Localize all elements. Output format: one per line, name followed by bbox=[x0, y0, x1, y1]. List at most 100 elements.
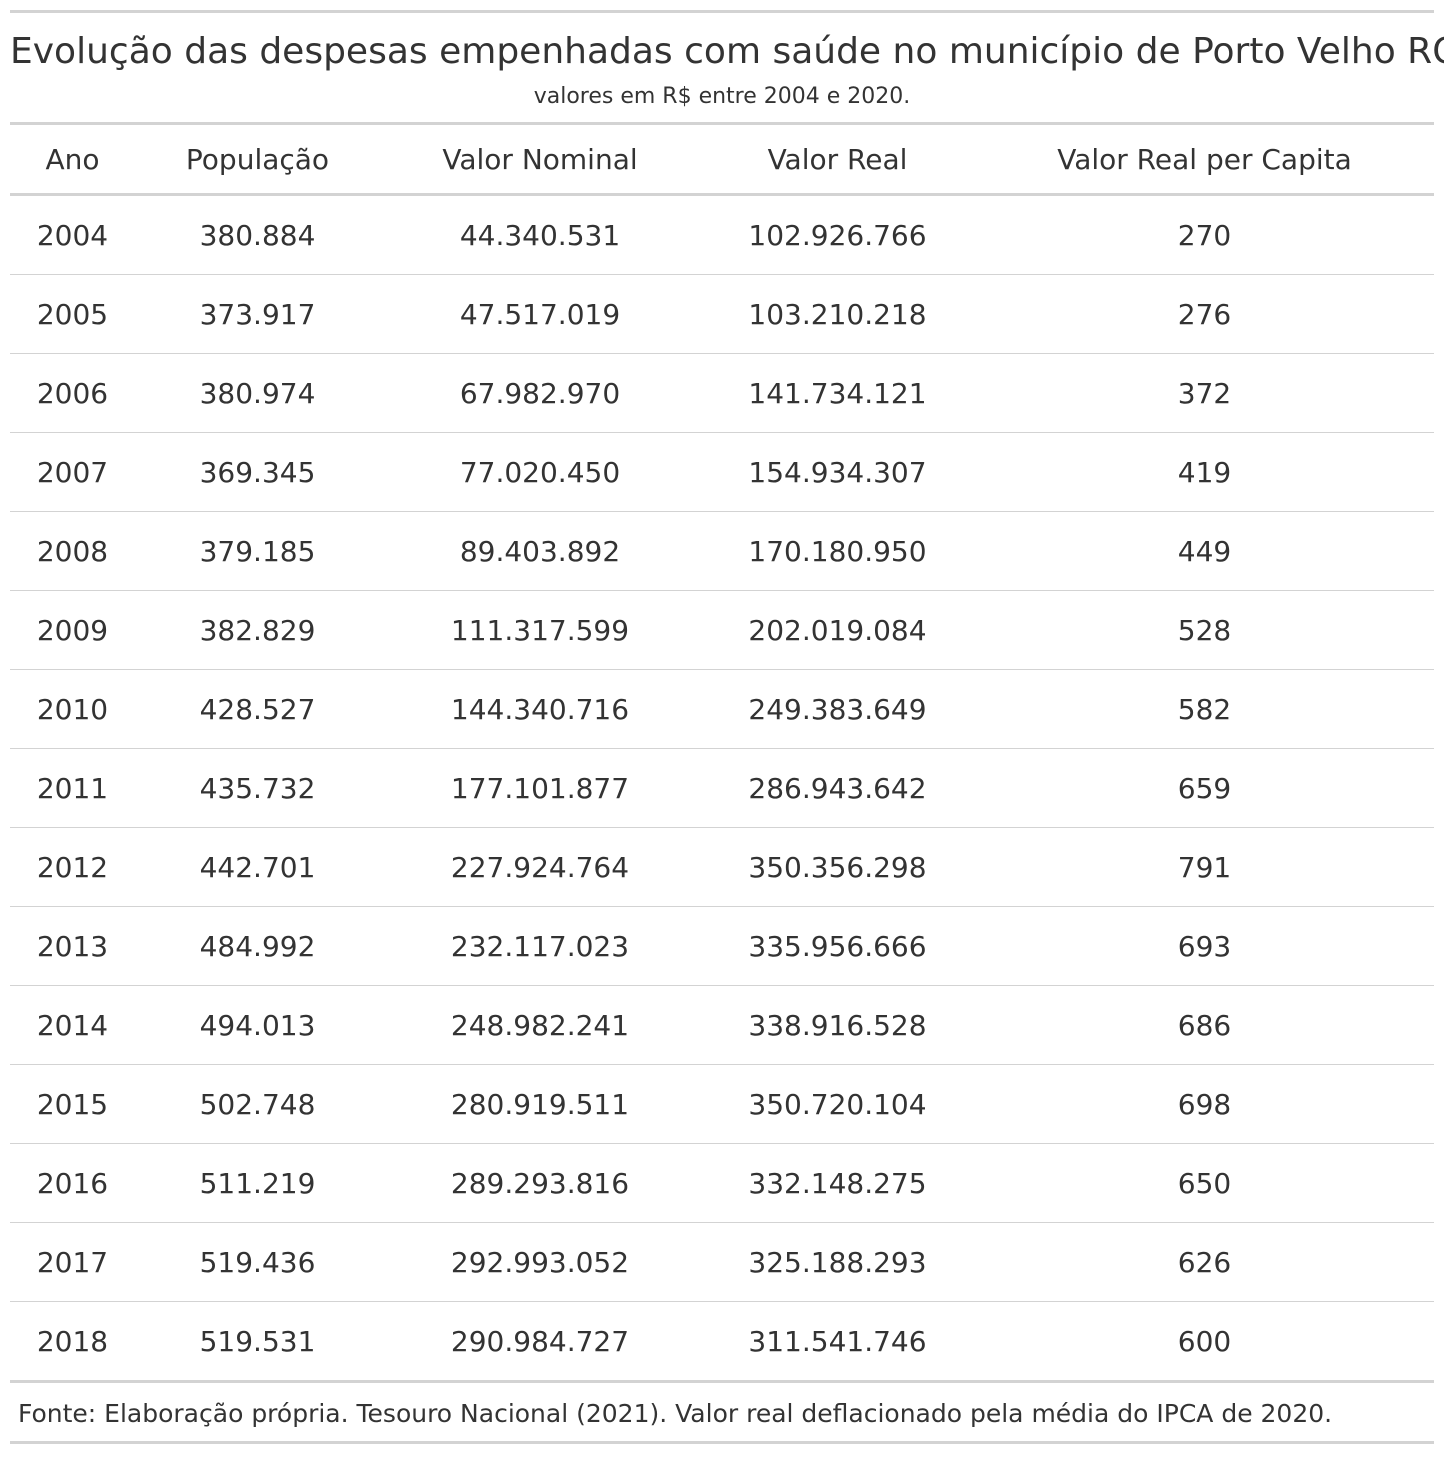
cell-valor-nominal: 292.993.052 bbox=[380, 1222, 700, 1302]
header-row: Ano População Valor Nominal Valor Real V… bbox=[10, 123, 1434, 195]
cell-populacao: 382.829 bbox=[135, 590, 380, 670]
column-header-ano: Ano bbox=[45, 142, 100, 176]
cell-valor-real-per-capita: 372 bbox=[975, 353, 1434, 433]
cell-populacao: 519.531 bbox=[135, 1301, 380, 1383]
cell-valor-nominal: 227.924.764 bbox=[380, 827, 700, 907]
cell-ano: 2009 bbox=[10, 590, 135, 670]
cell-ano: 2018 bbox=[10, 1301, 135, 1383]
cell-ano: 2013 bbox=[10, 906, 135, 986]
cell-valor-real-per-capita: 600 bbox=[975, 1301, 1434, 1383]
table-row: 2013 484.992 232.117.023 335.956.666 693 bbox=[10, 906, 1434, 986]
cell-valor-nominal: 144.340.716 bbox=[380, 669, 700, 749]
table-row: 2010 428.527 144.340.716 249.383.649 582 bbox=[10, 669, 1434, 749]
cell-ano: 2007 bbox=[10, 432, 135, 512]
cell-valor-real-per-capita: 270 bbox=[975, 194, 1434, 275]
cell-valor-nominal: 248.982.241 bbox=[380, 985, 700, 1065]
column-header-valor-real: Valor Real bbox=[767, 142, 908, 176]
cell-populacao: 519.436 bbox=[135, 1222, 380, 1302]
cell-valor-real: 202.019.084 bbox=[700, 590, 975, 670]
cell-valor-real-per-capita: 686 bbox=[975, 985, 1434, 1065]
cell-valor-nominal: 47.517.019 bbox=[380, 274, 700, 354]
cell-valor-nominal: 111.317.599 bbox=[380, 590, 700, 670]
cell-populacao: 379.185 bbox=[135, 511, 380, 591]
cell-valor-real-per-capita: 659 bbox=[975, 748, 1434, 828]
cell-populacao: 442.701 bbox=[135, 827, 380, 907]
cell-valor-nominal: 44.340.531 bbox=[380, 194, 700, 275]
cell-valor-real: 170.180.950 bbox=[700, 511, 975, 591]
cell-valor-nominal: 289.293.816 bbox=[380, 1143, 700, 1223]
cell-valor-real: 103.210.218 bbox=[700, 274, 975, 354]
cell-valor-real: 338.916.528 bbox=[700, 985, 975, 1065]
cell-valor-real: 332.148.275 bbox=[700, 1143, 975, 1223]
cell-populacao: 380.974 bbox=[135, 353, 380, 433]
cell-valor-nominal: 77.020.450 bbox=[380, 432, 700, 512]
table-frame: Evolução das despesas empenhadas com saú… bbox=[10, 10, 1444, 1444]
table-row: 2018 519.531 290.984.727 311.541.746 600 bbox=[10, 1301, 1434, 1383]
table-row: 2016 511.219 289.293.816 332.148.275 650 bbox=[10, 1143, 1434, 1223]
cell-populacao: 511.219 bbox=[135, 1143, 380, 1223]
cell-ano: 2004 bbox=[10, 194, 135, 275]
table-row: 2015 502.748 280.919.511 350.720.104 698 bbox=[10, 1064, 1434, 1144]
table-subtitle: valores em R$ entre 2004 e 2020. bbox=[533, 84, 911, 109]
table-row: 2011 435.732 177.101.877 286.943.642 659 bbox=[10, 748, 1434, 828]
table-row: 2004 380.884 44.340.531 102.926.766 270 bbox=[10, 194, 1434, 275]
table-body: 2004 380.884 44.340.531 102.926.766 270 2005 3… bbox=[10, 194, 1434, 1383]
cell-ano: 2006 bbox=[10, 353, 135, 433]
cell-populacao: 494.013 bbox=[135, 985, 380, 1065]
cell-valor-real: 286.943.642 bbox=[700, 748, 975, 828]
cell-valor-real: 350.356.298 bbox=[700, 827, 975, 907]
cell-ano: 2015 bbox=[10, 1064, 135, 1144]
cell-valor-nominal: 232.117.023 bbox=[380, 906, 700, 986]
column-header-populacao: População bbox=[185, 142, 330, 176]
column-header-valor-real-per-capita: Valor Real per Capita bbox=[1057, 142, 1352, 176]
cell-valor-nominal: 280.919.511 bbox=[380, 1064, 700, 1144]
table-header: Ano População Valor Nominal Valor Real V… bbox=[10, 123, 1434, 195]
cell-ano: 2010 bbox=[10, 669, 135, 749]
cell-valor-real: 102.926.766 bbox=[700, 194, 975, 275]
cell-valor-real-per-capita: 582 bbox=[975, 669, 1434, 749]
cell-valor-real-per-capita: 276 bbox=[975, 274, 1434, 354]
cell-valor-nominal: 177.101.877 bbox=[380, 748, 700, 828]
cell-populacao: 369.345 bbox=[135, 432, 380, 512]
cell-populacao: 435.732 bbox=[135, 748, 380, 828]
cell-valor-real-per-capita: 791 bbox=[975, 827, 1434, 907]
cell-ano: 2014 bbox=[10, 985, 135, 1065]
cell-valor-real-per-capita: 693 bbox=[975, 906, 1434, 986]
cell-ano: 2005 bbox=[10, 274, 135, 354]
cell-valor-real-per-capita: 698 bbox=[975, 1064, 1434, 1144]
table-title: Evolução das despesas empenhadas com saú… bbox=[10, 31, 1444, 72]
table-row: 2014 494.013 248.982.241 338.916.528 686 bbox=[10, 985, 1434, 1065]
cell-populacao: 373.917 bbox=[135, 274, 380, 354]
cell-valor-real: 325.188.293 bbox=[700, 1222, 975, 1302]
cell-valor-real: 141.734.121 bbox=[700, 353, 975, 433]
table-row: 2005 373.917 47.517.019 103.210.218 276 bbox=[10, 274, 1434, 354]
cell-ano: 2008 bbox=[10, 511, 135, 591]
data-table: Ano População Valor Nominal Valor Real V… bbox=[10, 122, 1434, 1383]
cell-valor-real-per-capita: 449 bbox=[975, 511, 1434, 591]
source-note: Fonte: Elaboração própria. Tesouro Nacio… bbox=[10, 1383, 1434, 1444]
cell-ano: 2017 bbox=[10, 1222, 135, 1302]
table-row: 2006 380.974 67.982.970 141.734.121 372 bbox=[10, 353, 1434, 433]
cell-ano: 2016 bbox=[10, 1143, 135, 1223]
cell-valor-real-per-capita: 626 bbox=[975, 1222, 1434, 1302]
cell-valor-real: 350.720.104 bbox=[700, 1064, 975, 1144]
table-row: 2017 519.436 292.993.052 325.188.293 626 bbox=[10, 1222, 1434, 1302]
cell-valor-nominal: 67.982.970 bbox=[380, 353, 700, 433]
cell-valor-real: 311.541.746 bbox=[700, 1301, 975, 1383]
cell-valor-real: 249.383.649 bbox=[700, 669, 975, 749]
cell-ano: 2012 bbox=[10, 827, 135, 907]
cell-valor-real: 154.934.307 bbox=[700, 432, 975, 512]
cell-populacao: 502.748 bbox=[135, 1064, 380, 1144]
cell-valor-nominal: 89.403.892 bbox=[380, 511, 700, 591]
cell-ano: 2011 bbox=[10, 748, 135, 828]
cell-populacao: 380.884 bbox=[135, 194, 380, 275]
column-header-valor-nominal: Valor Nominal bbox=[442, 142, 638, 176]
table-row: 2007 369.345 77.020.450 154.934.307 419 bbox=[10, 432, 1434, 512]
table-row: 2012 442.701 227.924.764 350.356.298 791 bbox=[10, 827, 1434, 907]
cell-populacao: 484.992 bbox=[135, 906, 380, 986]
table-row: 2008 379.185 89.403.892 170.180.950 449 bbox=[10, 511, 1434, 591]
cell-populacao: 428.527 bbox=[135, 669, 380, 749]
cell-valor-real: 335.956.666 bbox=[700, 906, 975, 986]
top-rule bbox=[10, 10, 1434, 13]
table-row: 2009 382.829 111.317.599 202.019.084 528 bbox=[10, 590, 1434, 670]
